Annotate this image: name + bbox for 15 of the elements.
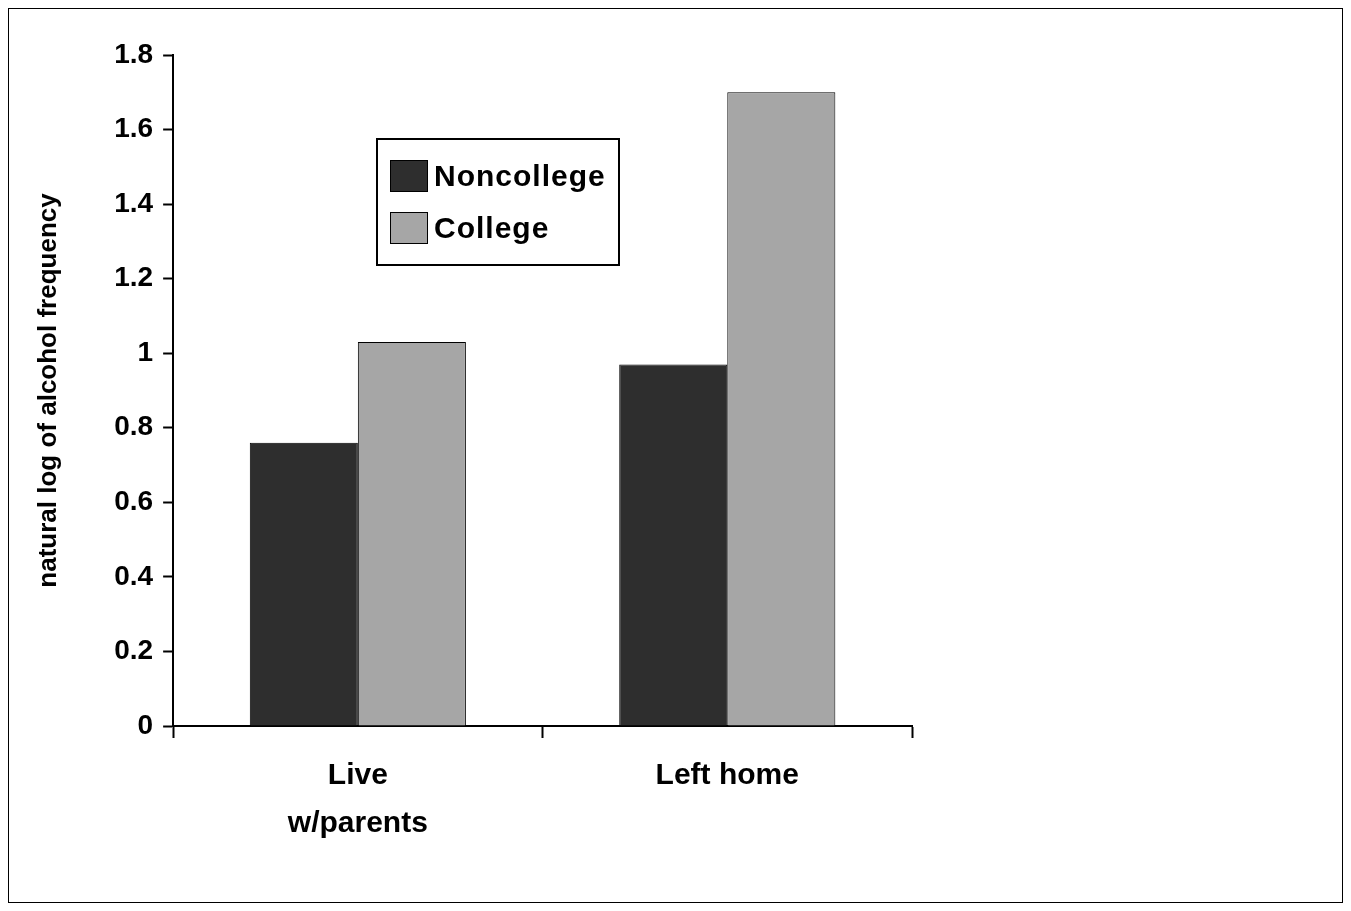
y-tick-label: 0.4 [114, 559, 154, 591]
y-tick-label: 0.8 [114, 410, 154, 442]
y-tick-label: 1.2 [114, 261, 154, 293]
legend-label: Noncollege [434, 158, 606, 194]
x-tick-label: Live w/parents [286, 757, 428, 839]
y-axis-title: natural log of alcohol frequency [31, 192, 62, 588]
y-tick-label: 1.8 [114, 37, 154, 69]
y-tick-label: 1.6 [114, 112, 154, 144]
y-tick-label: 0 [137, 708, 154, 740]
y-tick-label: 0.2 [114, 634, 154, 666]
x-tick-label: Left home [655, 757, 799, 791]
legend-label: College [434, 210, 550, 246]
y-tick-label: 1 [137, 335, 154, 367]
y-tick-label: 1.4 [114, 186, 154, 218]
y-tick-label: 0.6 [114, 485, 154, 517]
